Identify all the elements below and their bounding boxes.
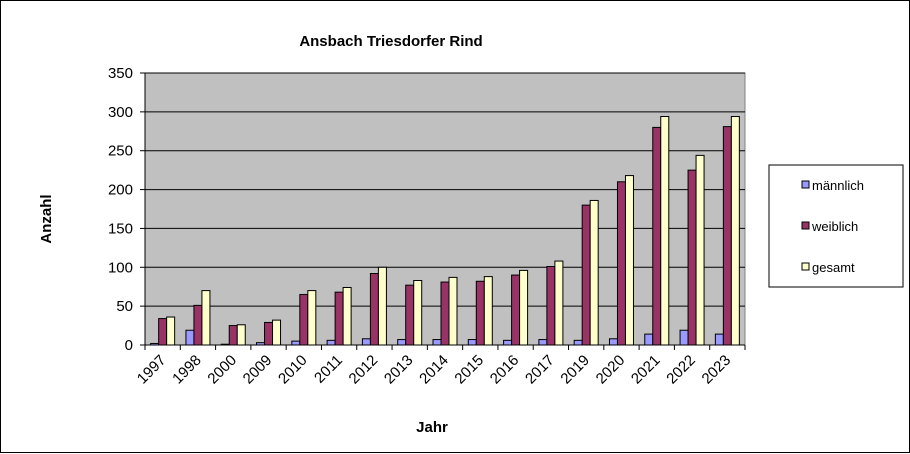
- y-tick-label: 50: [116, 298, 133, 315]
- x-tick-label: 2023: [699, 352, 735, 388]
- legend: männlich weiblich gesamt: [768, 164, 904, 288]
- x-axis-title: Jahr: [416, 419, 448, 436]
- legend-swatch-gesamt: [801, 262, 810, 271]
- legend-label-weiblich: weiblich: [811, 219, 858, 234]
- bar-gesamt-2022: [695, 154, 705, 346]
- bar-männlich-1997: [150, 342, 160, 346]
- bars: [150, 116, 740, 346]
- x-tick-label: 2016: [487, 352, 523, 388]
- bar-weiblich-1997: [158, 318, 168, 346]
- bar-weiblich-2000: [228, 325, 238, 346]
- bar-gesamt-2015: [483, 276, 493, 346]
- chart-title: Ansbach Triesdorfer Rind: [299, 33, 482, 50]
- x-tick-label: 2017: [522, 352, 558, 388]
- x-tick-label: 2010: [275, 352, 311, 388]
- bar-männlich-2022: [679, 329, 689, 346]
- x-tick-label: 2013: [381, 352, 417, 388]
- x-axis-ticks: 1997 1998 2000 2009 2010 2011 2012 2013 2014 2015…: [134, 345, 746, 388]
- legend-box: [768, 164, 904, 288]
- bar-gesamt-2011: [342, 286, 352, 346]
- bar-gesamt-2012: [377, 266, 387, 346]
- bar-männlich-2023: [714, 333, 724, 346]
- bar-männlich-2021: [644, 333, 654, 346]
- bar-gesamt-2019: [589, 199, 599, 346]
- bar-weiblich-2012: [369, 273, 379, 346]
- y-axis-title: Anzahl: [38, 194, 55, 243]
- bar-männlich-2016: [503, 339, 513, 346]
- legend-label-gesamt: gesamt: [812, 260, 855, 275]
- bar-männlich-2013: [397, 339, 407, 346]
- bar-männlich-2020: [608, 338, 618, 346]
- bar-männlich-2012: [361, 338, 371, 346]
- y-tick-label: 100: [108, 259, 133, 276]
- bar-weiblich-2009: [264, 321, 274, 346]
- x-tick-label: 2015: [452, 352, 488, 388]
- x-tick-label: 2020: [593, 352, 629, 388]
- x-tick-label: 2011: [311, 352, 346, 387]
- bar-männlich-2009: [256, 342, 266, 346]
- bar-weiblich-2019: [581, 204, 591, 346]
- x-tick-label: 2022: [663, 352, 699, 388]
- bar-gesamt-2016: [519, 269, 529, 346]
- bar-männlich-2017: [538, 339, 548, 346]
- bar-weiblich-2010: [299, 293, 309, 346]
- x-tick-label: 2014: [416, 352, 452, 388]
- legend-swatch-weiblich: [801, 221, 810, 230]
- y-tick-label: 0: [125, 337, 133, 354]
- legend-label-maennlich: männlich: [812, 178, 864, 193]
- bar-gesamt-2009: [272, 319, 282, 346]
- bar-gesamt-2014: [448, 276, 458, 346]
- bar-weiblich-2022: [687, 169, 697, 346]
- bar-weiblich-2011: [334, 291, 344, 346]
- x-tick-label: 2012: [346, 352, 382, 388]
- y-tick-label: 350: [108, 65, 133, 82]
- bar-männlich-2000: [220, 343, 230, 346]
- x-tick-label: 2009: [240, 352, 276, 388]
- x-tick-label: 2000: [204, 352, 240, 388]
- y-tick-label: 200: [108, 182, 133, 199]
- bar-weiblich-2013: [405, 284, 415, 346]
- x-tick-label: 1997: [134, 352, 170, 388]
- x-tick-label: 1998: [169, 352, 205, 388]
- bar-weiblich-2017: [546, 266, 556, 346]
- bar-weiblich-2021: [652, 126, 662, 346]
- bar-männlich-2014: [432, 339, 442, 346]
- bar-weiblich-2015: [475, 280, 485, 346]
- bar-weiblich-2020: [616, 181, 626, 346]
- x-tick-label: 2021: [628, 352, 664, 388]
- bar-gesamt-2021: [660, 116, 670, 346]
- bar-gesamt-1997: [166, 316, 176, 346]
- bar-gesamt-2017: [554, 260, 564, 346]
- x-tick-label: 2019: [557, 352, 593, 388]
- bar-gesamt-1998: [201, 290, 211, 346]
- bar-männlich-1998: [185, 329, 195, 346]
- bar-gesamt-2000: [236, 324, 246, 346]
- y-tick-label: 300: [108, 104, 133, 121]
- y-tick-label: 150: [108, 220, 133, 237]
- bar-weiblich-2023: [722, 126, 732, 346]
- bar-weiblich-2016: [511, 274, 521, 346]
- bar-gesamt-2023: [730, 116, 740, 346]
- bar-weiblich-1998: [193, 304, 203, 346]
- bar-männlich-2010: [291, 340, 301, 346]
- bar-männlich-2015: [467, 339, 477, 346]
- y-tick-label: 250: [108, 143, 133, 160]
- legend-swatch-maennlich: [801, 180, 810, 189]
- bar-gesamt-2020: [624, 175, 634, 346]
- bar-männlich-2019: [573, 339, 583, 346]
- bar-gesamt-2010: [307, 290, 317, 346]
- gridlines: [145, 72, 745, 307]
- bar-männlich-2011: [326, 339, 336, 346]
- bar-gesamt-2013: [413, 279, 423, 346]
- bar-weiblich-2014: [440, 281, 450, 346]
